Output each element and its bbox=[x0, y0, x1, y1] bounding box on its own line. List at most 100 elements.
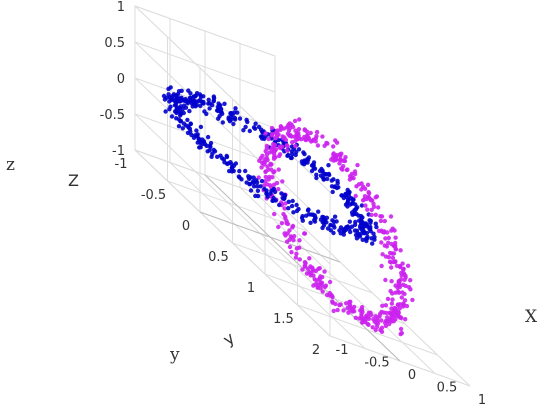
blue-ring-point bbox=[296, 147, 302, 152]
magenta-ring-point bbox=[353, 193, 358, 199]
blue-ring-point bbox=[226, 115, 231, 120]
blue-ring-point bbox=[231, 121, 236, 127]
blue-ring-point bbox=[314, 172, 319, 177]
blue-ring-point bbox=[285, 153, 290, 158]
magenta-ring-point bbox=[310, 267, 315, 272]
magenta-ring-point bbox=[288, 234, 294, 239]
blue-ring-point bbox=[176, 124, 182, 129]
magenta-ring-point bbox=[388, 214, 394, 219]
blue-ring-point bbox=[163, 109, 168, 114]
magenta-ring-point bbox=[272, 169, 277, 174]
x-tick-label: 0 bbox=[408, 368, 416, 383]
blue-ring-point bbox=[324, 215, 330, 220]
grid-z-back-yz bbox=[134, 149, 331, 337]
magenta-ring-point bbox=[398, 248, 403, 253]
blue-ring-point bbox=[246, 175, 252, 181]
tick-labels: -1 -0.5 0 0.5 1 -1 -0.5 0 0.5 1 1.5 2 -1 -0.5 0 0.5 1 bbox=[100, 0, 487, 408]
blue-ring-point bbox=[192, 101, 197, 106]
magenta-ring-point bbox=[395, 302, 401, 307]
magenta-ring-point bbox=[393, 246, 398, 252]
blue-ring-point bbox=[247, 128, 252, 134]
blue-ring-point bbox=[195, 132, 200, 137]
magenta-ring-point bbox=[269, 125, 275, 131]
blue-ring-point bbox=[207, 106, 212, 111]
magenta-ring-point bbox=[276, 187, 281, 192]
magenta-ring-point bbox=[371, 204, 377, 209]
blue-ring-point bbox=[218, 110, 224, 115]
y-tick-label: -0.5 bbox=[141, 188, 166, 203]
magenta-ring-point bbox=[280, 179, 285, 184]
magenta-ring-point bbox=[296, 127, 302, 132]
blue-ring-point bbox=[224, 154, 230, 160]
blue-ring-point bbox=[207, 101, 213, 106]
blue-ring-point bbox=[258, 184, 263, 189]
magenta-ring-point bbox=[368, 197, 373, 202]
blue-ring-point bbox=[358, 225, 363, 230]
blue-ring-point bbox=[321, 176, 327, 182]
magenta-ring-point bbox=[297, 245, 302, 250]
blue-ring-point bbox=[237, 175, 242, 180]
magenta-ring-point bbox=[291, 238, 296, 243]
blue-ring-point bbox=[294, 202, 299, 208]
y-axis-title: y bbox=[169, 345, 180, 365]
magenta-ring-point bbox=[375, 324, 380, 329]
blue-ring-point bbox=[318, 173, 324, 178]
magenta-ring-point bbox=[404, 303, 410, 309]
blue-ring-point bbox=[359, 203, 365, 208]
magenta-ring-point bbox=[272, 211, 277, 217]
magenta-ring-point bbox=[401, 282, 406, 287]
magenta-ring-point bbox=[314, 129, 320, 135]
magenta-ring-point bbox=[292, 118, 298, 124]
magenta-ring-point bbox=[380, 252, 385, 257]
blue-ring-point bbox=[248, 188, 254, 193]
blue-ring-point bbox=[207, 148, 212, 153]
blue-ring-point bbox=[255, 188, 261, 193]
blue-ring-point bbox=[336, 185, 341, 190]
magenta-ring-point bbox=[365, 207, 370, 212]
blue-ring-point bbox=[309, 168, 315, 174]
magenta-ring-point bbox=[382, 218, 387, 224]
magenta-ring-point bbox=[359, 187, 364, 192]
z-axis-title: z bbox=[6, 155, 15, 175]
magenta-ring-point bbox=[387, 311, 393, 316]
magenta-ring-point bbox=[390, 291, 395, 296]
magenta-ring-point bbox=[272, 142, 278, 148]
magenta-ring-point bbox=[320, 289, 325, 294]
blue-ring-point bbox=[204, 143, 209, 149]
blue-ring-point bbox=[290, 198, 295, 204]
blue-ring-point bbox=[228, 111, 233, 116]
blue-ring-point bbox=[231, 168, 236, 174]
blue-ring-point bbox=[354, 236, 360, 241]
magenta-ring-point bbox=[290, 223, 296, 229]
blue-ring-point bbox=[233, 106, 238, 111]
blue-ring-point bbox=[331, 223, 336, 228]
blue-ring-point bbox=[360, 220, 365, 225]
magenta-ring-point bbox=[287, 133, 292, 138]
magenta-ring-point bbox=[302, 231, 307, 236]
blue-ring-point bbox=[351, 197, 356, 202]
blue-ring-point bbox=[218, 103, 223, 108]
magenta-ring-point bbox=[263, 174, 268, 180]
magenta-ring-point bbox=[391, 243, 396, 248]
magenta-ring-point bbox=[347, 299, 352, 305]
blue-ring-point bbox=[277, 202, 282, 208]
blue-ring-point bbox=[312, 219, 318, 224]
magenta-ring-point bbox=[369, 312, 374, 318]
magenta-ring-point bbox=[287, 244, 293, 250]
blue-ring-point bbox=[279, 191, 284, 196]
magenta-ring-point bbox=[302, 260, 308, 265]
magenta-ring-point bbox=[268, 162, 273, 167]
magenta-ring-point bbox=[292, 234, 297, 239]
magenta-ring-point bbox=[323, 283, 329, 288]
blue-ring-point bbox=[204, 111, 209, 117]
magenta-ring-point bbox=[383, 318, 389, 324]
magenta-ring-point bbox=[374, 194, 380, 199]
z-tick-label: -1 bbox=[112, 144, 125, 159]
blue-ring-point bbox=[358, 231, 364, 236]
magenta-ring-point bbox=[408, 287, 413, 292]
magenta-ring-point bbox=[293, 255, 299, 260]
magenta-ring-point bbox=[362, 186, 368, 191]
magenta-ring-point bbox=[283, 201, 288, 206]
blue-ring-point bbox=[332, 214, 338, 219]
